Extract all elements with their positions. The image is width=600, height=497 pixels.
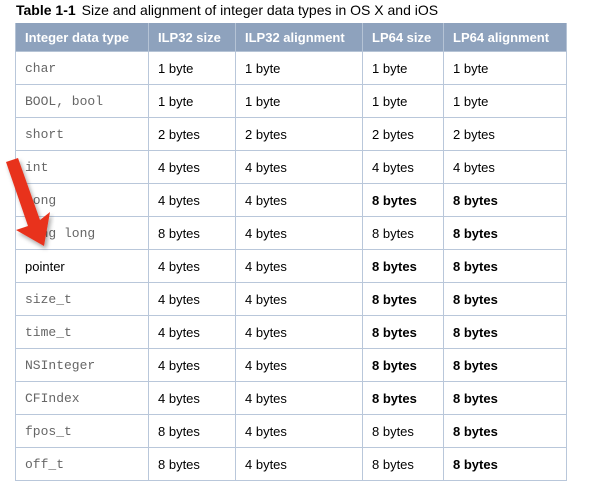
type-cell: fpos_t xyxy=(15,414,149,448)
size-cell: 2 bytes xyxy=(443,117,567,151)
size-cell: 8 bytes xyxy=(443,315,567,349)
size-cell: 8 bytes xyxy=(443,183,567,217)
table-caption: Table 1-1 Size and alignment of integer d… xyxy=(16,2,438,18)
size-cell: 8 bytes xyxy=(362,183,444,217)
type-cell: off_t xyxy=(15,447,149,481)
size-cell: 2 bytes xyxy=(362,117,444,151)
size-cell: 8 bytes xyxy=(443,282,567,316)
size-cell: 2 bytes xyxy=(148,117,236,151)
size-cell: 8 bytes xyxy=(362,447,444,481)
size-cell: 1 byte xyxy=(443,84,567,118)
size-cell: 4 bytes xyxy=(235,150,363,184)
type-cell: pointer xyxy=(15,249,149,283)
size-cell: 1 byte xyxy=(235,51,363,85)
type-cell: long xyxy=(15,183,149,217)
size-cell: 4 bytes xyxy=(148,183,236,217)
size-cell: 4 bytes xyxy=(362,150,444,184)
size-cell: 8 bytes xyxy=(443,216,567,250)
table-row: CFIndex 4 bytes 4 bytes 8 bytes 8 bytes xyxy=(15,381,567,415)
size-cell: 8 bytes xyxy=(362,249,444,283)
size-cell: 8 bytes xyxy=(443,381,567,415)
size-cell: 8 bytes xyxy=(362,282,444,316)
column-header: LP64 size xyxy=(362,23,444,52)
type-cell: NSInteger xyxy=(15,348,149,382)
type-cell: CFIndex xyxy=(15,381,149,415)
column-header: ILP32 size xyxy=(148,23,236,52)
table-row: int 4 bytes 4 bytes 4 bytes 4 bytes xyxy=(15,150,567,184)
size-cell: 4 bytes xyxy=(235,414,363,448)
size-cell: 4 bytes xyxy=(235,183,363,217)
size-cell: 1 byte xyxy=(148,51,236,85)
table-row: long long 8 bytes 4 bytes 8 bytes 8 bytes xyxy=(15,216,567,250)
type-cell: short xyxy=(15,117,149,151)
size-cell: 8 bytes xyxy=(443,348,567,382)
table-row: off_t 8 bytes 4 bytes 8 bytes 8 bytes xyxy=(15,447,567,481)
type-cell: char xyxy=(15,51,149,85)
size-cell: 8 bytes xyxy=(443,447,567,481)
size-cell: 1 byte xyxy=(235,84,363,118)
table-row: NSInteger 4 bytes 4 bytes 8 bytes 8 bytes xyxy=(15,348,567,382)
table-row: size_t 4 bytes 4 bytes 8 bytes 8 bytes xyxy=(15,282,567,316)
size-cell: 4 bytes xyxy=(235,315,363,349)
size-cell: 4 bytes xyxy=(148,381,236,415)
table-row: long 4 bytes 4 bytes 8 bytes 8 bytes xyxy=(15,183,567,217)
type-cell: time_t xyxy=(15,315,149,349)
size-cell: 4 bytes xyxy=(235,348,363,382)
size-cell: 8 bytes xyxy=(443,414,567,448)
size-cell: 4 bytes xyxy=(235,216,363,250)
table-row: short 2 bytes 2 bytes 2 bytes 2 bytes xyxy=(15,117,567,151)
size-cell: 1 byte xyxy=(148,84,236,118)
integer-types-table: Integer data type ILP32 size ILP32 alignme… xyxy=(15,23,567,481)
size-cell: 4 bytes xyxy=(235,381,363,415)
size-cell: 8 bytes xyxy=(362,348,444,382)
column-header: LP64 alignment xyxy=(443,23,567,52)
size-cell: 1 byte xyxy=(443,51,567,85)
table-row: BOOL, bool 1 byte 1 byte 1 byte 1 byte xyxy=(15,84,567,118)
size-cell: 4 bytes xyxy=(148,150,236,184)
table-row: time_t 4 bytes 4 bytes 8 bytes 8 bytes xyxy=(15,315,567,349)
size-cell: 4 bytes xyxy=(148,249,236,283)
type-cell: BOOL, bool xyxy=(15,84,149,118)
size-cell: 8 bytes xyxy=(362,216,444,250)
caption-label: Table 1-1 xyxy=(16,2,76,18)
size-cell: 4 bytes xyxy=(148,348,236,382)
size-cell: 4 bytes xyxy=(148,315,236,349)
size-cell: 4 bytes xyxy=(443,150,567,184)
size-cell: 4 bytes xyxy=(235,249,363,283)
table-row: fpos_t 8 bytes 4 bytes 8 bytes 8 bytes xyxy=(15,414,567,448)
size-cell: 4 bytes xyxy=(148,282,236,316)
size-cell: 1 byte xyxy=(362,84,444,118)
size-cell: 8 bytes xyxy=(362,414,444,448)
size-cell: 8 bytes xyxy=(148,216,236,250)
size-cell: 1 byte xyxy=(362,51,444,85)
size-cell: 4 bytes xyxy=(235,447,363,481)
column-header: ILP32 alignment xyxy=(235,23,363,52)
table-row: pointer 4 bytes 4 bytes 8 bytes 8 bytes xyxy=(15,249,567,283)
size-cell: 4 bytes xyxy=(235,282,363,316)
column-header: Integer data type xyxy=(15,23,149,52)
type-cell: int xyxy=(15,150,149,184)
size-cell: 8 bytes xyxy=(148,414,236,448)
type-cell: size_t xyxy=(15,282,149,316)
size-cell: 8 bytes xyxy=(362,381,444,415)
size-cell: 8 bytes xyxy=(443,249,567,283)
size-cell: 8 bytes xyxy=(148,447,236,481)
caption-text: Size and alignment of integer data types… xyxy=(81,2,439,18)
size-cell: 8 bytes xyxy=(362,315,444,349)
red-arrow-icon xyxy=(6,158,50,246)
table-row: char 1 byte 1 byte 1 byte 1 byte xyxy=(15,51,567,85)
size-cell: 2 bytes xyxy=(235,117,363,151)
